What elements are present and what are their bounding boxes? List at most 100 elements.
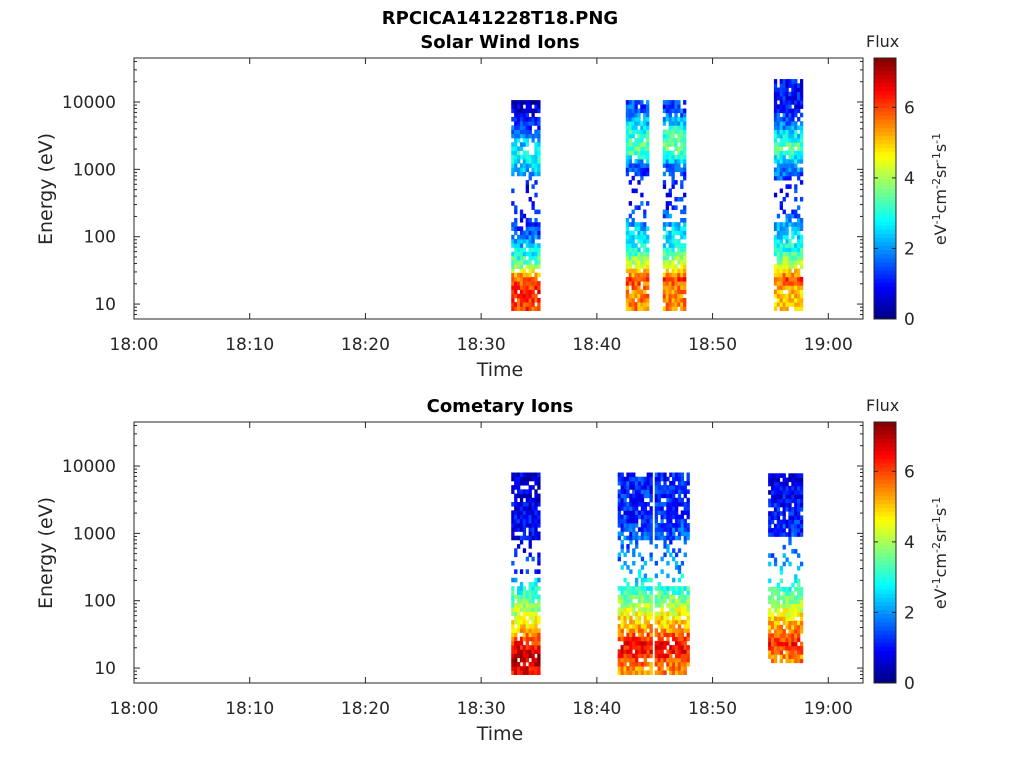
flux-cell (537, 125, 541, 130)
flux-cell (531, 501, 535, 507)
flux-cell (528, 302, 532, 307)
colorbar-swatch (874, 422, 896, 427)
flux-cell (683, 661, 687, 667)
flux-cell (773, 264, 778, 269)
flux-cell (525, 306, 529, 311)
flux-cell (525, 619, 529, 625)
flux-cell (522, 255, 527, 261)
flux-cell (782, 260, 786, 265)
colorbar-swatch (874, 642, 896, 647)
flux-cell (799, 196, 804, 202)
flux-cell (779, 226, 783, 231)
flux-cell (637, 239, 641, 244)
flux-cell (799, 133, 804, 139)
flux-cell (797, 247, 801, 253)
flux-cell (788, 616, 792, 622)
flux-cell (660, 661, 664, 667)
flux-cell (797, 633, 801, 638)
flux-cell (686, 586, 690, 591)
flux-cell (771, 532, 775, 537)
flux-cell (680, 523, 685, 528)
flux-cell (799, 502, 804, 508)
flux-cell (779, 490, 783, 495)
flux-cell (668, 137, 672, 143)
flux-cell (640, 497, 645, 503)
flux-cell (635, 514, 639, 520)
flux-cell (680, 243, 684, 248)
flux-cell (660, 514, 664, 520)
flux-cell (785, 481, 789, 487)
flux-cell (785, 603, 789, 609)
flux-cell (666, 661, 670, 667)
flux-cell (646, 234, 650, 240)
flux-cell (674, 142, 678, 147)
flux-cell (776, 159, 781, 164)
sw-colorbar-title: Flux (866, 32, 899, 51)
colorbar-swatch (874, 523, 896, 529)
flux-cell (534, 133, 538, 139)
flux-cell (683, 666, 687, 671)
flux-cell (788, 289, 792, 295)
flux-cell (785, 239, 789, 244)
flux-cell (643, 260, 647, 265)
flux-cell (668, 121, 672, 126)
flux-cell (514, 548, 518, 553)
flux-cell (665, 146, 669, 152)
flux-cell (654, 649, 658, 654)
flux-cell (674, 297, 678, 303)
flux-cell (773, 633, 778, 638)
flux-cell (528, 645, 532, 650)
flux-cell (680, 497, 685, 503)
flux-cell (799, 260, 804, 265)
flux-cell (773, 515, 778, 520)
flux-cell (637, 154, 641, 160)
flux-cell (657, 640, 661, 646)
flux-cell (643, 163, 647, 168)
flux-cell (519, 649, 524, 654)
flux-cell (649, 472, 653, 478)
flux-cell (672, 624, 676, 629)
flux-cell (637, 251, 641, 257)
flux-cell (522, 472, 527, 478)
flux-cell (677, 514, 682, 520)
flux-cell (514, 205, 518, 210)
flux-cell (514, 514, 518, 520)
flux-cell (617, 598, 621, 604)
flux-cell (677, 243, 681, 248)
flux-cell (640, 121, 644, 126)
flux-cell (674, 518, 679, 524)
flux-cell (782, 494, 786, 499)
flux-cell (672, 670, 676, 675)
flux-cell (768, 595, 772, 600)
flux-cell (657, 497, 661, 503)
flux-cell (683, 493, 687, 499)
flux-cell (677, 268, 681, 274)
flux-cell (794, 306, 798, 311)
flux-cell (517, 666, 521, 671)
flux-cell (674, 163, 678, 168)
flux-cell (677, 260, 681, 265)
flux-cell (776, 129, 781, 135)
flux-cell (791, 281, 795, 286)
flux-cell (797, 612, 801, 617)
flux-cell (519, 281, 524, 286)
panel-cometary-ions: Cometary Ions 18:00 18:10 18:20 18:30 18:40 1… (35, 396, 950, 745)
flux-cell (773, 133, 778, 139)
flux-cell (773, 485, 778, 491)
flux-cell (771, 473, 775, 478)
flux-cell (617, 514, 621, 520)
colorbar-swatch (874, 650, 896, 655)
flux-cell (517, 285, 521, 290)
flux-cell (522, 230, 527, 236)
flux-cell (677, 125, 681, 130)
flux-cell (623, 485, 627, 490)
flux-cell (634, 260, 638, 265)
flux-cell (637, 129, 641, 135)
flux-cell (797, 272, 801, 278)
flux-cell (531, 476, 535, 482)
flux-cell (640, 251, 644, 257)
flux-cell (674, 619, 679, 625)
flux-cell (788, 133, 792, 139)
flux-cell (632, 586, 636, 591)
flux-cell (680, 142, 684, 147)
